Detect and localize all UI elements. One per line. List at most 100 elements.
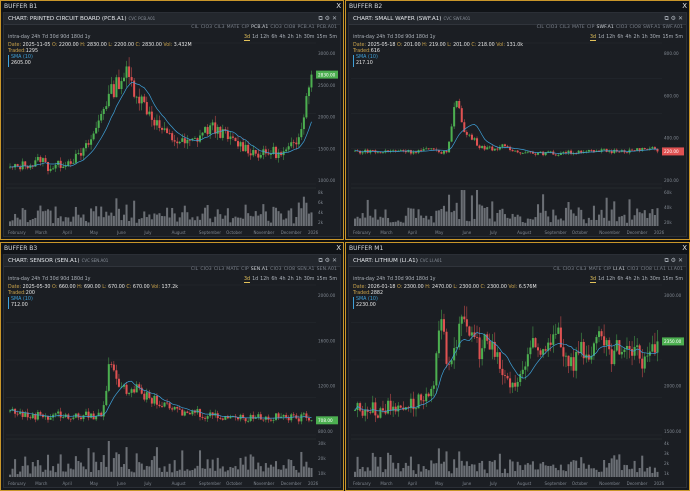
price-chart[interactable]: 3000.002500.002000.001500.004k3k2k1k2350… xyxy=(349,255,686,487)
copy-icon[interactable]: ⧉ xyxy=(664,257,669,264)
symbol-link[interactable]: LI.A1 xyxy=(613,267,626,272)
interval-button[interactable]: 1h xyxy=(295,277,302,282)
interval-button[interactable]: 2h xyxy=(287,35,294,40)
symbol-link[interactable]: CIO3 xyxy=(615,25,628,30)
close-icon[interactable]: X xyxy=(682,2,687,10)
symbol-link[interactable]: CIL xyxy=(190,267,199,272)
close-chart-icon[interactable]: ✕ xyxy=(677,15,683,22)
interval-button[interactable]: 4h xyxy=(625,35,632,40)
gear-icon[interactable]: ⚙ xyxy=(324,257,331,264)
range-buttons[interactable]: intra-day 24h 7d 30d 90d 180d 1y xyxy=(353,277,436,282)
symbol-link[interactable]: MATE xyxy=(588,267,602,272)
interval-button[interactable]: 1h xyxy=(295,35,302,40)
interval-button[interactable]: 1h xyxy=(641,277,648,282)
symbol-link[interactable]: CIP xyxy=(603,267,612,272)
interval-button[interactable]: 6h xyxy=(617,35,624,40)
copy-icon[interactable]: ⧉ xyxy=(318,257,323,264)
interval-button[interactable]: 2h xyxy=(287,277,294,282)
symbol-link[interactable]: SEN.A1 xyxy=(297,267,315,272)
interval-button[interactable]: 2h xyxy=(633,277,640,282)
interval-button[interactable]: 5m xyxy=(329,277,337,282)
symbol-link[interactable]: CIO3 xyxy=(545,25,558,30)
interval-button[interactable]: 2h xyxy=(633,35,640,40)
symbol-link[interactable]: SWF.A01 xyxy=(662,25,683,30)
copy-icon[interactable]: ⧉ xyxy=(318,15,323,22)
symbol-link[interactable]: CIP xyxy=(586,25,595,30)
symbol-link[interactable]: CIO8 xyxy=(640,267,653,272)
interval-button[interactable]: 6h xyxy=(271,35,278,40)
range-buttons[interactable]: intra-day 24h 7d 30d 90d 180d 1y xyxy=(8,35,91,40)
price-chart[interactable]: 2000.00 1600.00 1200.00 800.00 30k 20k 10k 708.… xyxy=(4,255,340,487)
symbol-link[interactable]: CIO3 xyxy=(627,267,639,272)
close-chart-icon[interactable]: ✕ xyxy=(677,257,683,264)
close-chart-icon[interactable]: ✕ xyxy=(331,257,337,264)
interval-button[interactable]: 30m xyxy=(303,277,315,282)
interval-button[interactable]: 3d xyxy=(243,35,251,41)
close-icon[interactable]: X xyxy=(336,2,341,10)
interval-button[interactable]: 1d xyxy=(252,277,259,282)
interval-button[interactable]: 15m xyxy=(662,35,674,40)
symbol-link[interactable]: CIL3 xyxy=(214,25,225,30)
copy-icon[interactable]: ⧉ xyxy=(664,15,669,22)
gear-icon[interactable]: ⚙ xyxy=(670,15,677,22)
interval-button[interactable]: 15m xyxy=(316,35,328,40)
interval-button[interactable]: 12h xyxy=(260,35,270,40)
symbol-link[interactable]: CIO8 xyxy=(283,25,296,30)
gear-icon[interactable]: ⚙ xyxy=(324,15,331,22)
price-chart[interactable]: 800.00 600.00 400.00 200.00 60k 40k 20k 220.00 F… xyxy=(349,13,686,236)
symbol-link[interactable]: CIO3 xyxy=(200,267,212,272)
range-buttons[interactable]: intra-day 24h 7d 30d 90d 180d 1y xyxy=(353,35,436,40)
interval-button[interactable]: 1d xyxy=(252,35,259,40)
symbol-link[interactable]: PCB.A1 xyxy=(251,25,269,30)
symbol-link[interactable]: SEN.A1 xyxy=(250,267,269,272)
range-buttons[interactable]: intra-day 24h 7d 30d 90d 180d 1y xyxy=(8,277,91,282)
symbol-link[interactable]: CIL xyxy=(191,25,199,30)
interval-button[interactable]: 5m xyxy=(675,277,683,282)
symbol-link[interactable]: MATE xyxy=(571,25,585,30)
symbol-link[interactable]: CIO3 xyxy=(562,267,575,272)
price-chart[interactable]: 3000.00 2500.00 2000.00 1500.00 1000.00 8k 6k 4… xyxy=(4,13,340,236)
interval-button[interactable]: 12h xyxy=(606,277,616,282)
symbol-link[interactable]: CIO8 xyxy=(629,25,641,30)
symbol-link[interactable]: CIO8 xyxy=(283,267,296,272)
symbol-link[interactable]: CIP xyxy=(241,25,250,30)
gear-icon[interactable]: ⚙ xyxy=(670,257,677,264)
close-icon[interactable]: X xyxy=(336,244,341,252)
interval-button[interactable]: 1d xyxy=(598,277,605,282)
symbol-link[interactable]: CIP xyxy=(241,267,249,272)
interval-button[interactable]: 4h xyxy=(279,277,286,282)
symbol-link[interactable]: LI.A1 xyxy=(654,267,667,272)
interval-button[interactable]: 6h xyxy=(271,277,278,282)
close-icon[interactable]: X xyxy=(682,244,687,252)
symbol-link[interactable]: SWF.A1 xyxy=(642,25,661,30)
symbol-link[interactable]: CIL3 xyxy=(576,267,587,272)
interval-button[interactable]: 15m xyxy=(662,277,674,282)
symbol-link[interactable]: CIL3 xyxy=(213,267,225,272)
interval-button[interactable]: 1d xyxy=(598,35,605,40)
interval-button[interactable]: 30m xyxy=(649,35,661,40)
interval-button[interactable]: 3d xyxy=(589,277,597,283)
interval-button[interactable]: 15m xyxy=(316,277,328,282)
symbol-link[interactable]: MATE xyxy=(226,267,240,272)
interval-button[interactable]: 4h xyxy=(279,35,286,40)
interval-button[interactable]: 12h xyxy=(606,35,616,40)
close-chart-icon[interactable]: ✕ xyxy=(331,15,337,22)
interval-button[interactable]: 1h xyxy=(641,35,648,40)
interval-button[interactable]: 30m xyxy=(303,35,315,40)
symbol-link[interactable]: PCB.A1 xyxy=(297,25,315,30)
interval-button[interactable]: 6h xyxy=(617,277,624,282)
symbol-link[interactable]: CIO3 xyxy=(270,25,282,30)
symbol-link[interactable]: MATE xyxy=(226,25,240,30)
interval-button[interactable]: 3d xyxy=(243,277,251,283)
interval-button[interactable]: 4h xyxy=(625,277,632,282)
interval-button[interactable]: 12h xyxy=(260,277,270,282)
symbol-link[interactable]: CIL xyxy=(536,25,544,30)
symbol-link[interactable]: CIO3 xyxy=(270,267,282,272)
interval-button[interactable]: 5m xyxy=(329,35,337,40)
symbol-link[interactable]: CIL3 xyxy=(559,25,570,30)
symbol-link[interactable]: SWF.A1 xyxy=(596,25,614,30)
interval-button[interactable]: 3d xyxy=(589,35,597,41)
symbol-link[interactable]: CIO3 xyxy=(200,25,213,30)
symbol-link[interactable]: SEN.A01 xyxy=(316,267,337,272)
symbol-link[interactable]: CIL xyxy=(553,267,561,272)
